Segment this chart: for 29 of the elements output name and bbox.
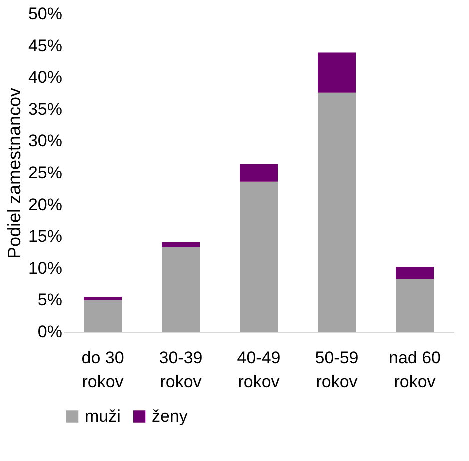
bar (84, 300, 122, 332)
y-tick-label: 15% (28, 227, 62, 246)
y-tick-label: 25% (28, 164, 62, 182)
y-tick-label: 5% (38, 290, 62, 310)
y-tick-label: 0% (38, 322, 62, 342)
y-tick-label: 20% (28, 195, 62, 214)
y-tick-label: 40% (28, 68, 62, 88)
x-tick-label: nad 60 rokov (389, 348, 441, 392)
bar (240, 164, 278, 182)
y-tick-label: 30% (28, 132, 62, 151)
bar (318, 52, 356, 93)
bar (396, 279, 434, 332)
x-tick-label: do 30 rokov (82, 348, 124, 392)
x-tick-label: 30-39 rokov (159, 348, 203, 392)
legend-label: muži (85, 406, 121, 426)
bar (162, 247, 200, 332)
y-tick-label: 10% (28, 258, 62, 278)
bar (84, 297, 122, 300)
x-tick-label: 40-49 rokov (237, 348, 281, 392)
bar (240, 182, 278, 332)
legend-label: ženy (152, 406, 188, 426)
bar (396, 267, 434, 280)
y-tick-label: 50% (28, 4, 62, 24)
bar (162, 242, 200, 248)
y-tick-label: 45% (28, 36, 62, 56)
x-tick-label: 50-59 rokov (315, 348, 359, 392)
bar (318, 92, 356, 332)
y-tick-label: 35% (28, 100, 62, 119)
y-axis-title: Podiel zamestnancov (4, 88, 24, 260)
